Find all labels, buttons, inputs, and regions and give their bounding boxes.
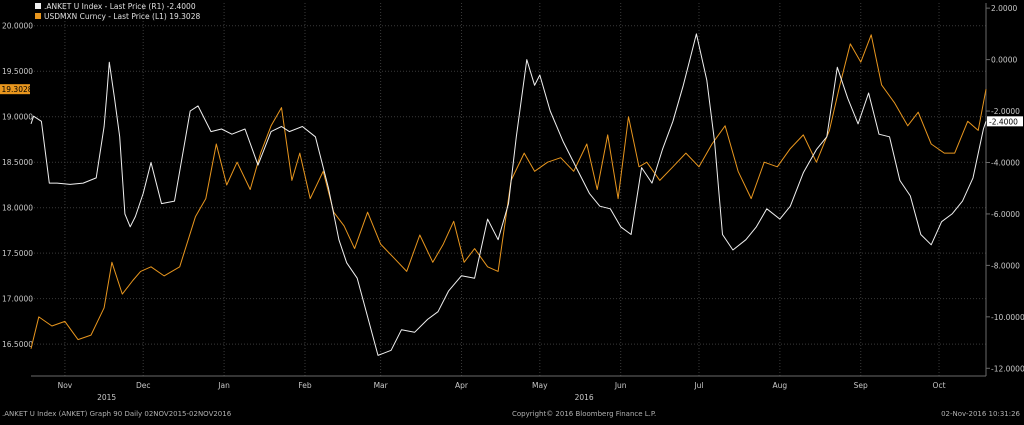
legend-swatch-anket — [35, 3, 41, 9]
y-right-tick-label: -8.0000 — [991, 261, 1020, 270]
x-month-tick-label: Jan — [217, 381, 230, 390]
y-right-tick-label: -2.0000 — [991, 107, 1020, 116]
footer-left: .ANKET U Index (ANKET) Graph 90 Daily 02… — [2, 410, 232, 418]
x-month-tick-label: Sep — [854, 381, 868, 390]
y-left-tick-label: 19.5000 — [2, 67, 33, 76]
y-right-tick-label: 0.0000 — [991, 56, 1017, 65]
x-month-tick-label: Aug — [773, 381, 788, 390]
legend-entry-anket: .ANKET U Index - Last Price (R1) -2.4000 — [44, 2, 196, 11]
x-month-tick-label: Mar — [374, 381, 389, 390]
last-value-tag-left — [0, 84, 30, 95]
y-left-tick-label: 20.0000 — [2, 22, 33, 31]
x-month-tick-label: Jun — [614, 381, 627, 390]
y-left-tick-label: 16.5000 — [2, 340, 33, 349]
footer-copyright: Copyright© 2016 Bloomberg Finance L.P. — [512, 410, 657, 418]
y-left-tick-label: 18.0000 — [2, 204, 33, 213]
x-month-tick-label: Apr — [455, 381, 469, 390]
last-value-tag-right — [987, 116, 1023, 127]
x-month-tick-label: Oct — [933, 381, 946, 390]
y-right-tick-label: -10.0000 — [991, 313, 1024, 322]
footer-timestamp: 02-Nov-2016 10:31:26 — [941, 410, 1020, 418]
last-value-label-right: -2.4000 — [989, 117, 1018, 126]
y-left-tick-label: 17.0000 — [2, 295, 33, 304]
axes: 16.5000 17.0000 17.5000 18.0000 18.5000 19.00… — [2, 3, 1024, 402]
legend-swatch-usdmxn — [35, 13, 41, 19]
series-line-usdmxn — [30, 34, 987, 349]
y-left-tick-label: 17.5000 — [2, 249, 33, 258]
y-right-tick-label: 2.0000 — [991, 4, 1017, 13]
y-right-tick-label: -4.0000 — [991, 158, 1020, 167]
x-month-tick-label: Nov — [58, 381, 73, 390]
legend: .ANKET U Index - Last Price (R1) -2.4000… — [35, 2, 200, 21]
labels: 19.3028 -2.4000 — [0, 84, 1023, 127]
legend-entry-usdmxn: USDMXN Curncy - Last Price (L1) 19.3028 — [44, 12, 200, 21]
series-line-anket — [30, 33, 987, 356]
x-month-tick-label: Dec — [136, 381, 151, 390]
plot-series — [30, 33, 987, 356]
x-month-tick-label: Jul — [693, 381, 703, 390]
x-month-tick-label: Feb — [298, 381, 312, 390]
x-year-tick-label: 2015 — [97, 393, 116, 402]
y-right-tick-label: -6.0000 — [991, 210, 1020, 219]
gridlines — [31, 3, 986, 376]
y-left-tick-label: 19.0000 — [2, 113, 33, 122]
x-year-tick-label: 2016 — [575, 393, 594, 402]
y-left-tick-label: 18.5000 — [2, 158, 33, 167]
y-right-tick-label: -12.0000 — [991, 364, 1024, 373]
last-value-label-left: 19.3028 — [2, 85, 33, 94]
x-month-tick-label: May — [532, 381, 548, 390]
